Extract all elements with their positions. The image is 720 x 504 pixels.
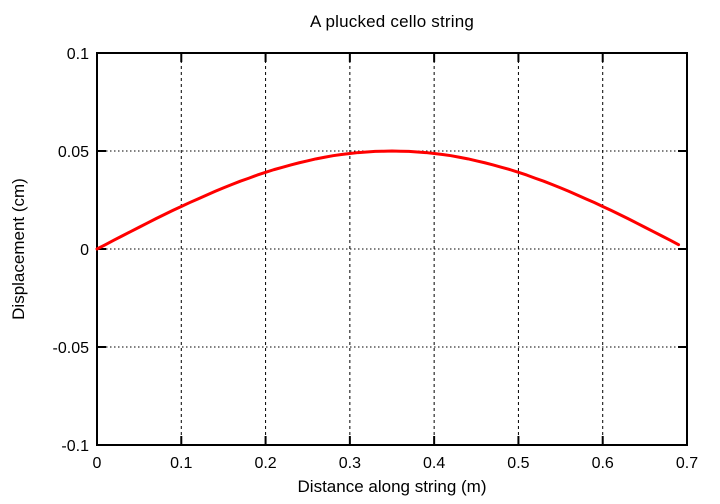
y-tick-label: 0.05 — [58, 144, 89, 161]
y-tick-label: -0.1 — [61, 438, 89, 455]
x-tick-label: 0.6 — [592, 455, 614, 472]
y-tick-label: -0.05 — [53, 340, 90, 357]
y-tick-label: 0.1 — [67, 46, 89, 63]
chart-title: A plucked cello string — [309, 12, 475, 31]
x-axis-label: Distance along string (m) — [297, 477, 487, 496]
y-tick-label: 0 — [80, 242, 89, 259]
x-tick-label: 0.4 — [423, 455, 445, 472]
x-tick-label: 0.1 — [170, 455, 192, 472]
series-plucked-string-displacement — [95, 149, 681, 251]
x-tick-label: 0.5 — [507, 455, 529, 472]
x-tick-label: 0 — [93, 455, 102, 472]
x-tick-label: 0.7 — [676, 455, 698, 472]
y-axis-label: Displacement (cm) — [9, 178, 28, 320]
x-tick-label: 0.2 — [254, 455, 276, 472]
x-tick-label: 0.3 — [339, 455, 361, 472]
